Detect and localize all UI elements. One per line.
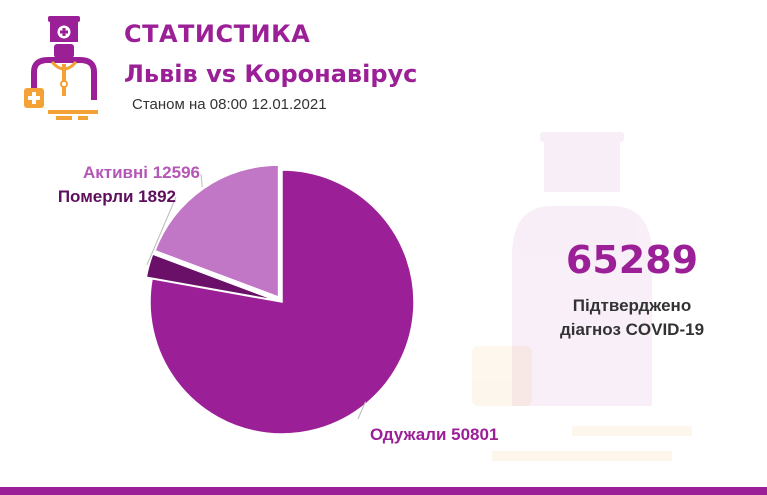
page-title: СТАТИСТИКА [124, 20, 311, 48]
pie-slice-Одужали [149, 169, 415, 435]
pie-leader-line-Одужали [357, 401, 366, 420]
pie-label-Померли: Померли 1892 [58, 187, 176, 206]
page-subtitle: Львів vs Коронавірус [124, 60, 418, 88]
pie-leader-line-Активні [200, 173, 203, 187]
date-text: Станом на 08:00 12.01.2021 [132, 96, 327, 113]
pie-slice-Померли [145, 253, 277, 302]
pie-label-Одужали: Одужали 50801 [370, 425, 498, 444]
total-confirmed-label-line1: Підтверджено [572, 296, 692, 315]
doctor-logo-icon [24, 16, 98, 120]
pie-leader-line-Померли [146, 196, 177, 266]
doctor-watermark-icon [472, 132, 692, 461]
total-confirmed-value: 65289 [565, 238, 699, 282]
pie-slice-Активні [154, 164, 280, 299]
total-confirmed-label-line2: діагноз COVID-19 [559, 320, 705, 339]
bottom-bar [0, 487, 767, 495]
pie-label-Активні: Активні 12596 [83, 163, 200, 182]
